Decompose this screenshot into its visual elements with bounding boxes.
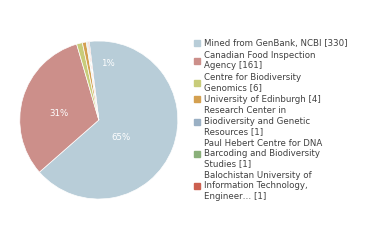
Legend: Mined from GenBank, NCBI [330], Canadian Food Inspection
Agency [161], Centre fo: Mined from GenBank, NCBI [330], Canadian… xyxy=(194,39,347,201)
Wedge shape xyxy=(40,41,178,199)
Text: 31%: 31% xyxy=(50,109,69,118)
Wedge shape xyxy=(88,42,99,120)
Text: 1%: 1% xyxy=(101,59,115,68)
Text: 65%: 65% xyxy=(111,133,131,142)
Wedge shape xyxy=(86,42,99,120)
Wedge shape xyxy=(82,42,99,120)
Wedge shape xyxy=(77,43,99,120)
Wedge shape xyxy=(87,42,99,120)
Wedge shape xyxy=(20,44,99,172)
